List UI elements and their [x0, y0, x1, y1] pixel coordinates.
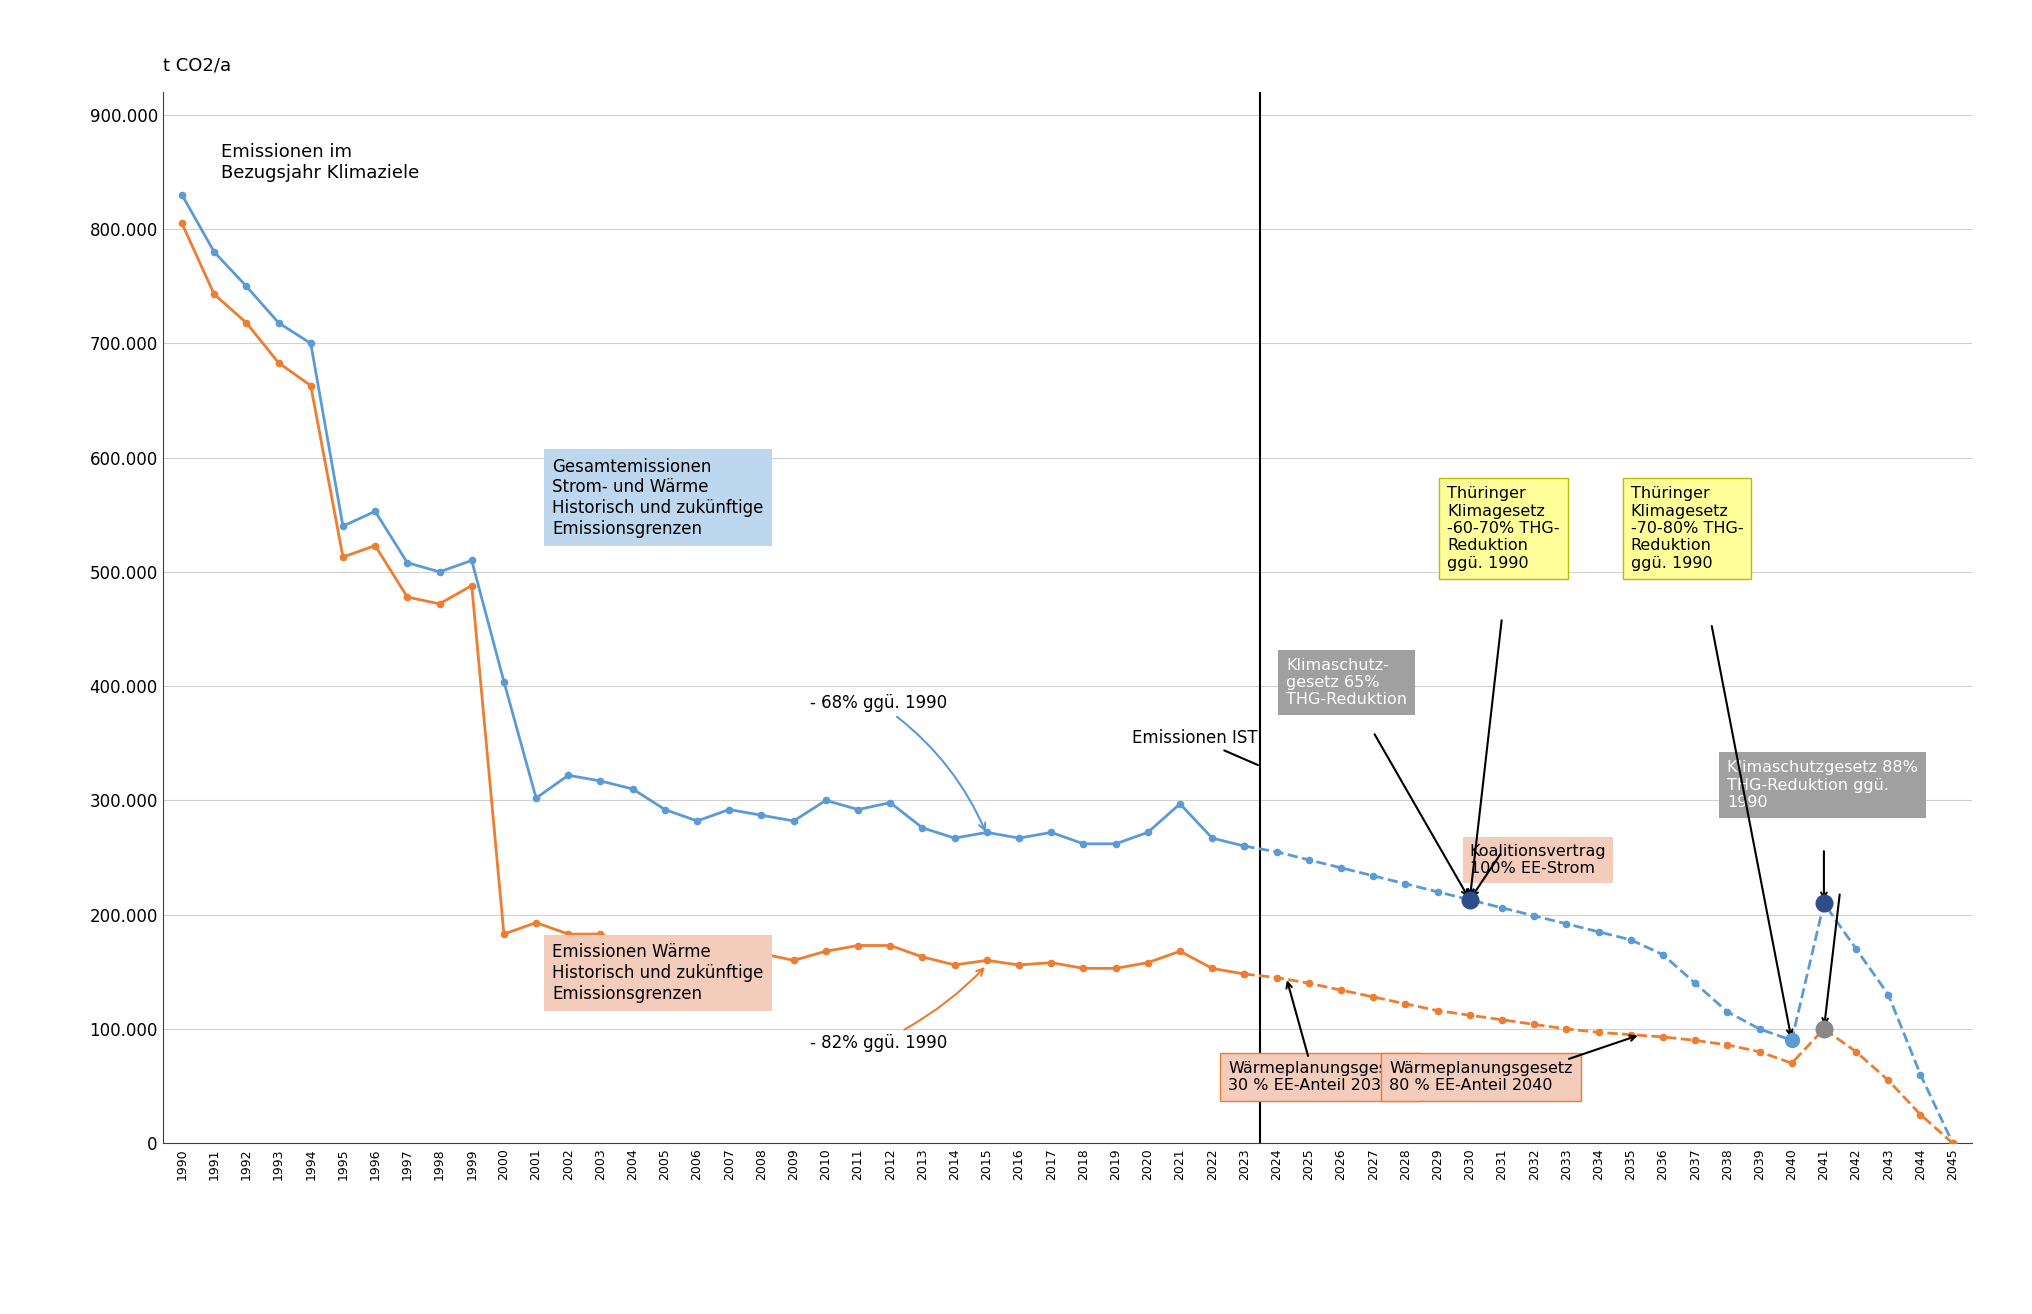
Text: Wärmeplanungsgesetz
30 % EE-Anteil 2030: Wärmeplanungsgesetz 30 % EE-Anteil 2030 [1227, 1060, 1410, 1093]
Text: Emissionen im
Bezugsjahr Klimaziele: Emissionen im Bezugsjahr Klimaziele [221, 143, 419, 183]
Text: Emissionen IST: Emissionen IST [1132, 728, 1258, 765]
Text: Thüringer
Klimagesetz
-70-80% THG-
Reduktion
ggü. 1990: Thüringer Klimagesetz -70-80% THG- Reduk… [1630, 486, 1743, 570]
Text: Thüringer
Klimagesetz
-60-70% THG-
Reduktion
ggü. 1990: Thüringer Klimagesetz -60-70% THG- Reduk… [1447, 486, 1559, 570]
Text: Koalitionsvertrag
100% EE-Strom: Koalitionsvertrag 100% EE-Strom [1469, 844, 1605, 876]
Text: Gesamtemissionen
Strom- und Wärme
Historisch und zukünftige
Emissionsgrenzen: Gesamtemissionen Strom- und Wärme Histor… [553, 457, 764, 537]
Text: Emissionen Wärme
Historisch und zukünftige
Emissionsgrenzen: Emissionen Wärme Historisch und zukünfti… [553, 943, 764, 1003]
Text: Klimaschutz-
gesetz 65%
THG-Reduktion: Klimaschutz- gesetz 65% THG-Reduktion [1286, 657, 1406, 707]
Text: Klimaschutzgesetz 88%
THG-Reduktion ggü.
1990: Klimaschutzgesetz 88% THG-Reduktion ggü.… [1727, 761, 1918, 811]
Text: - 68% ggü. 1990: - 68% ggü. 1990 [809, 694, 986, 830]
Text: Wärmeplanungsgesetz
80 % EE-Anteil 2040: Wärmeplanungsgesetz 80 % EE-Anteil 2040 [1388, 1060, 1573, 1093]
Text: t CO2/a: t CO2/a [163, 57, 232, 75]
Text: - 82% ggü. 1990: - 82% ggü. 1990 [809, 968, 983, 1051]
